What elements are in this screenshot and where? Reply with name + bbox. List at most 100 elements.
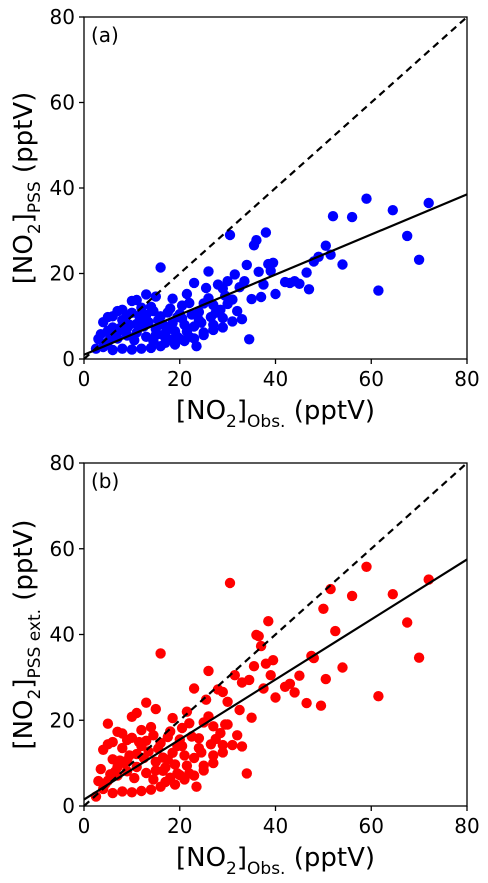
data-point — [222, 696, 233, 707]
data-point — [413, 652, 425, 663]
y-tick-label: 80 — [50, 451, 75, 475]
data-point — [165, 303, 176, 314]
data-point — [112, 327, 123, 338]
panel-a-one-to-one-line — [83, 16, 468, 360]
data-point — [330, 625, 341, 637]
data-point — [148, 730, 159, 741]
data-point — [145, 784, 157, 795]
data-point — [217, 747, 228, 758]
data-point — [229, 269, 240, 280]
data-point — [413, 254, 425, 265]
panel-b-x-axis-label: [NO2]Obs. (pptV) — [176, 843, 375, 879]
data-point — [179, 750, 190, 761]
panel-b-one-to-one-line — [83, 462, 468, 807]
data-point — [217, 739, 228, 751]
data-point — [107, 787, 118, 799]
panel-b: 0 20 40 60 80 0 20 40 60 80 (b) [NO2]Obs. (pptV)… — [9, 451, 480, 879]
y-tick-label: 0 — [62, 347, 75, 371]
data-point — [105, 769, 116, 780]
data-point — [117, 786, 128, 797]
data-point — [105, 332, 116, 343]
data-point — [150, 756, 161, 767]
data-point — [188, 770, 200, 781]
data-point — [337, 259, 348, 270]
data-point — [117, 304, 128, 315]
data-point — [212, 279, 224, 290]
data-point — [208, 757, 219, 769]
y-tick-label: 40 — [50, 623, 75, 647]
data-point — [179, 335, 190, 347]
data-point — [95, 763, 107, 775]
data-point — [181, 760, 193, 771]
x-tick-label: 60 — [359, 367, 384, 391]
data-point — [107, 754, 118, 765]
data-point — [126, 295, 138, 307]
data-point — [373, 691, 384, 702]
data-point — [126, 711, 138, 722]
data-point — [191, 781, 202, 792]
panel-b-y-ticks: 0 20 40 60 80 — [50, 451, 84, 818]
y-tick-label: 60 — [50, 91, 75, 115]
data-point — [203, 266, 214, 277]
data-point — [423, 197, 434, 209]
data-point — [198, 329, 209, 341]
data-point — [150, 765, 161, 776]
x-tick-label: 20 — [167, 814, 192, 838]
data-point — [129, 335, 140, 346]
data-point — [181, 288, 193, 300]
data-point — [279, 276, 291, 288]
panel-b-x-ticks: 0 20 40 60 80 — [78, 806, 480, 838]
data-point — [215, 727, 226, 739]
y-tick-label: 0 — [62, 794, 75, 818]
data-point — [236, 314, 248, 325]
y-tick-label: 40 — [50, 176, 75, 200]
data-point — [270, 692, 281, 703]
data-point — [150, 703, 161, 715]
data-point — [169, 339, 181, 350]
data-point — [387, 589, 398, 600]
data-point — [361, 193, 372, 204]
data-point — [198, 765, 209, 776]
data-point — [232, 730, 243, 741]
data-point — [263, 616, 274, 627]
y-tick-label: 20 — [50, 262, 75, 286]
data-point — [181, 326, 193, 337]
data-point — [229, 670, 240, 681]
data-point — [212, 684, 224, 695]
data-point — [200, 694, 212, 705]
data-point — [263, 258, 274, 270]
data-point — [162, 754, 173, 765]
data-point — [270, 288, 281, 300]
data-point — [222, 298, 233, 310]
data-point — [155, 262, 166, 273]
data-point — [241, 259, 252, 271]
panel-a-x-ticks: 0 20 40 60 80 — [78, 359, 480, 391]
x-tick-label: 20 — [167, 367, 192, 391]
data-point — [162, 322, 173, 333]
data-point — [260, 658, 272, 669]
data-point — [265, 670, 276, 681]
data-point — [169, 779, 181, 790]
data-point — [232, 305, 243, 317]
data-point — [208, 324, 219, 336]
data-point — [160, 337, 171, 348]
data-point — [294, 670, 305, 681]
data-point — [255, 291, 267, 303]
data-point — [251, 629, 262, 641]
data-point — [337, 662, 348, 673]
data-point — [217, 322, 228, 333]
panel-b-points — [90, 561, 434, 802]
data-point — [248, 661, 260, 672]
data-point — [112, 761, 123, 773]
data-point — [246, 712, 257, 723]
data-point — [179, 774, 190, 785]
data-point — [318, 603, 329, 614]
data-point — [208, 750, 219, 761]
panel-a: 0 20 40 60 80 0 20 40 60 80 (a) [NO2]Obs. (pptV)… — [9, 5, 480, 432]
data-point — [155, 648, 166, 659]
data-point — [129, 772, 140, 784]
data-point — [184, 718, 195, 729]
x-tick-label: 0 — [78, 814, 91, 838]
data-point — [215, 304, 226, 315]
data-point — [361, 561, 372, 572]
